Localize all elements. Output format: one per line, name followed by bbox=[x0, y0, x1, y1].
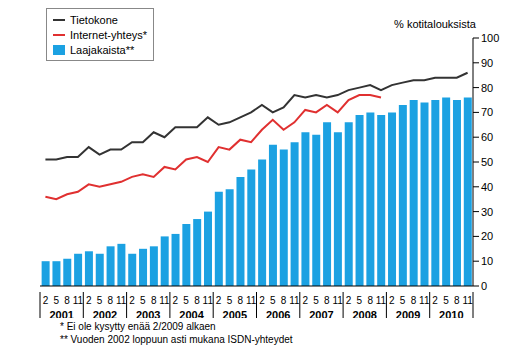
svg-text:2: 2 bbox=[389, 295, 395, 306]
svg-text:5: 5 bbox=[227, 295, 233, 306]
svg-text:20: 20 bbox=[481, 230, 493, 242]
svg-text:2: 2 bbox=[86, 295, 92, 306]
svg-text:5: 5 bbox=[53, 295, 59, 306]
svg-text:2: 2 bbox=[43, 295, 49, 306]
svg-text:2: 2 bbox=[173, 295, 179, 306]
svg-text:2: 2 bbox=[129, 295, 135, 306]
html-text:Internet-yhteys*: Internet-yhteys* bbox=[70, 28, 147, 41]
svg-text:8: 8 bbox=[151, 295, 157, 306]
svg-text:8: 8 bbox=[324, 295, 330, 306]
svg-text:30: 30 bbox=[481, 206, 493, 218]
svg-text:5: 5 bbox=[400, 295, 406, 306]
svg-text:2: 2 bbox=[432, 295, 438, 306]
svg-text:2: 2 bbox=[216, 295, 222, 306]
svg-text:2004: 2004 bbox=[179, 309, 204, 318]
svg-text:11: 11 bbox=[116, 295, 127, 306]
html-text:* Ei ole kysytty enää 2/2009 a: * Ei ole kysytty enää 2/2009 alkaen bbox=[60, 321, 216, 332]
svg-text:5: 5 bbox=[183, 295, 189, 306]
svg-text:2: 2 bbox=[346, 295, 352, 306]
svg-text:11: 11 bbox=[203, 295, 214, 306]
svg-text:2005: 2005 bbox=[223, 309, 247, 318]
svg-text:2003: 2003 bbox=[136, 309, 160, 318]
svg-text:5: 5 bbox=[313, 295, 319, 306]
svg-text:100: 100 bbox=[481, 32, 499, 44]
html-text:Tietokone: Tietokone bbox=[70, 13, 118, 26]
svg-text:5: 5 bbox=[97, 295, 103, 306]
svg-text:2010: 2010 bbox=[439, 309, 463, 318]
svg-text:11: 11 bbox=[159, 295, 170, 306]
svg-text:90: 90 bbox=[481, 57, 493, 69]
svg-text:5: 5 bbox=[140, 295, 146, 306]
svg-text:11: 11 bbox=[462, 295, 473, 306]
svg-text:8: 8 bbox=[367, 295, 373, 306]
svg-text:11: 11 bbox=[246, 295, 257, 306]
svg-text:5: 5 bbox=[443, 295, 449, 306]
svg-text:8: 8 bbox=[64, 295, 70, 306]
html-text:% kotitalouksista: % kotitalouksista bbox=[394, 18, 476, 30]
svg-text:50: 50 bbox=[481, 156, 493, 168]
html-text:Laajakaista**: Laajakaista** bbox=[70, 43, 135, 56]
svg-text:11: 11 bbox=[289, 295, 300, 306]
svg-text:5: 5 bbox=[357, 295, 363, 306]
svg-text:2006: 2006 bbox=[266, 309, 290, 318]
svg-text:40: 40 bbox=[481, 181, 493, 193]
svg-text:60: 60 bbox=[481, 131, 493, 143]
html-text:** Vuoden 2002 loppuun asti mu: ** Vuoden 2002 loppuun asti mukana ISDN-… bbox=[60, 334, 293, 345]
svg-text:8: 8 bbox=[454, 295, 460, 306]
svg-text:8: 8 bbox=[281, 295, 287, 306]
svg-text:2009: 2009 bbox=[396, 309, 420, 318]
svg-text:0: 0 bbox=[481, 280, 487, 292]
svg-text:10: 10 bbox=[481, 255, 493, 267]
svg-text:8: 8 bbox=[108, 295, 114, 306]
svg-text:2: 2 bbox=[302, 295, 308, 306]
svg-text:2002: 2002 bbox=[93, 309, 117, 318]
svg-text:2: 2 bbox=[259, 295, 265, 306]
svg-text:11: 11 bbox=[332, 295, 343, 306]
svg-text:70: 70 bbox=[481, 106, 493, 118]
svg-text:2007: 2007 bbox=[309, 309, 333, 318]
svg-text:11: 11 bbox=[419, 295, 430, 306]
svg-text:2008: 2008 bbox=[353, 309, 377, 318]
svg-text:2001: 2001 bbox=[49, 309, 73, 318]
svg-text:5: 5 bbox=[270, 295, 276, 306]
svg-text:11: 11 bbox=[376, 295, 387, 306]
svg-text:8: 8 bbox=[194, 295, 200, 306]
svg-text:8: 8 bbox=[411, 295, 417, 306]
svg-text:8: 8 bbox=[237, 295, 243, 306]
svg-text:11: 11 bbox=[73, 295, 84, 306]
svg-text:80: 80 bbox=[481, 82, 493, 94]
